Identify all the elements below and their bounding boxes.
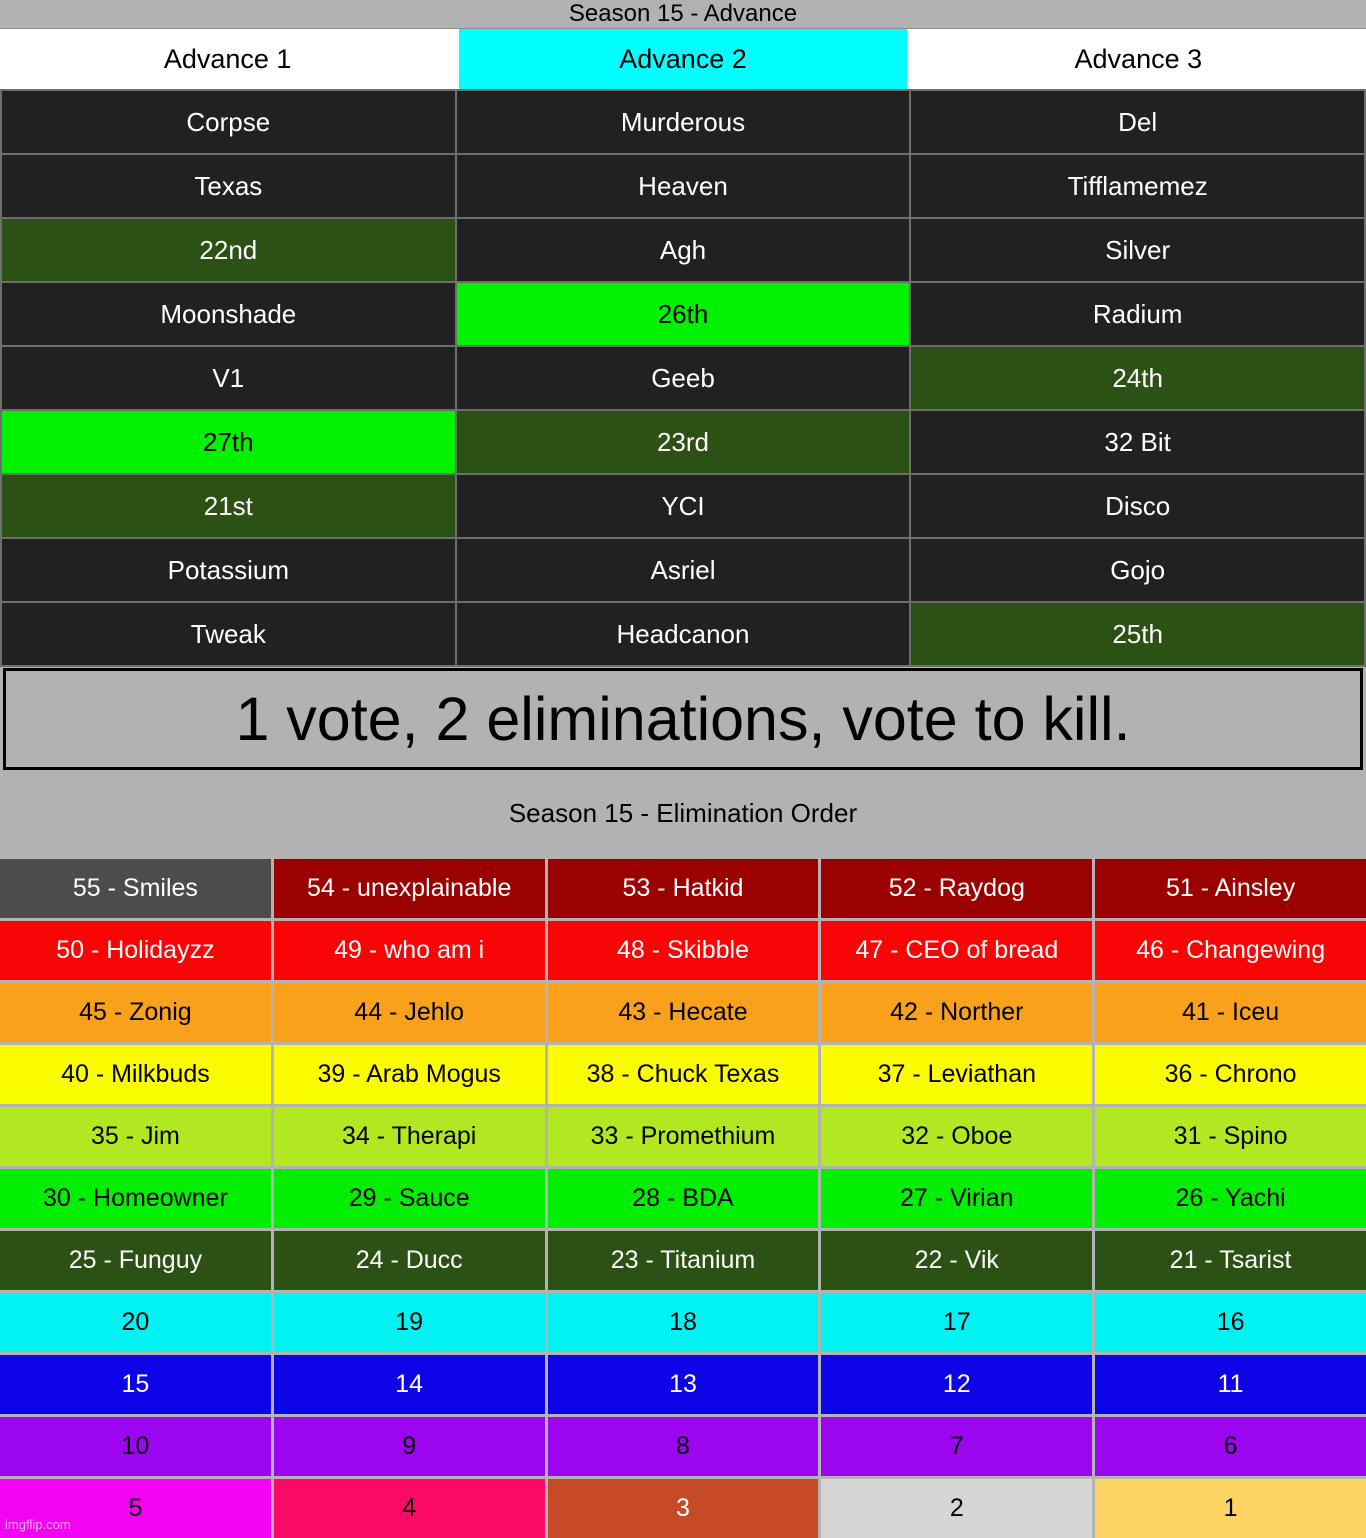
advance-cell: Texas xyxy=(2,155,455,217)
elimination-cell: 32 - Oboe xyxy=(821,1107,1093,1166)
elimination-cell: 26 - Yachi xyxy=(1095,1169,1366,1228)
elimination-table: 55 - Smiles 54 - unexplainable 53 - Hatkid… xyxy=(0,856,1366,1538)
advance-cell: 25th xyxy=(911,603,1364,665)
advance-header-row: Advance 1 Advance 2 Advance 3 xyxy=(0,28,1366,89)
advance-table: Corpse Murderous Del Texas Heaven Tifflamemez… xyxy=(0,89,1366,667)
elimination-cell: 22 - Vik xyxy=(821,1231,1093,1290)
advance-cell: Heaven xyxy=(456,155,910,217)
advance-cell: Asriel xyxy=(456,539,910,601)
elimination-cell: 55 - Smiles xyxy=(0,859,271,918)
elimination-cell: 49 - who am i xyxy=(273,921,545,980)
advance-cell: Silver xyxy=(911,219,1364,281)
advance-cell: 21st xyxy=(2,475,455,537)
advance-cell: 26th xyxy=(456,283,910,345)
elimination-cell: 16 xyxy=(1095,1293,1366,1352)
elimination-cell: 5 xyxy=(0,1479,271,1538)
elimination-cell: 42 - Norther xyxy=(821,983,1093,1042)
elimination-cell: 25 - Funguy xyxy=(0,1231,271,1290)
elimination-cell: 14 xyxy=(273,1355,545,1414)
rules-banner: 1 vote, 2 eliminations, vote to kill. xyxy=(3,668,1363,770)
advance-cell: Moonshade xyxy=(2,283,455,345)
advance-cell: V1 xyxy=(2,347,455,409)
elimination-cell: 4 xyxy=(273,1479,545,1538)
advance-cell: Tweak xyxy=(2,603,455,665)
advance-cell: Potassium xyxy=(2,539,455,601)
advance-cell: Agh xyxy=(456,219,910,281)
elimination-cell: 53 - Hatkid xyxy=(547,859,819,918)
advance-cell: 27th xyxy=(2,411,455,473)
elimination-table-title: Season 15 - Elimination Order xyxy=(508,797,858,828)
elimination-cell: 35 - Jim xyxy=(0,1107,271,1166)
elimination-cell: 41 - Iceu xyxy=(1095,983,1366,1042)
elimination-cell: 9 xyxy=(273,1417,545,1476)
elimination-cell: 3 xyxy=(547,1479,819,1538)
elimination-cell: 34 - Therapi xyxy=(273,1107,545,1166)
advance-cell: 24th xyxy=(911,347,1364,409)
elimination-cell: 24 - Ducc xyxy=(273,1231,545,1290)
elimination-cell: 46 - Changewing xyxy=(1095,921,1366,980)
advance-cell: Corpse xyxy=(2,91,455,153)
advance-cell: Headcanon xyxy=(456,603,910,665)
elimination-cell: 44 - Jehlo xyxy=(273,983,545,1042)
elimination-cell: 21 - Tsarist xyxy=(1095,1231,1366,1290)
elimination-cell: 31 - Spino xyxy=(1095,1107,1366,1166)
elimination-cell: 48 - Skibble xyxy=(547,921,819,980)
advance-cell: Gojo xyxy=(911,539,1364,601)
advance-cell: Tifflamemez xyxy=(911,155,1364,217)
elimination-cell: 2 xyxy=(821,1479,1093,1538)
elimination-cell: 39 - Arab Mogus xyxy=(273,1045,545,1104)
elimination-cell: 15 xyxy=(0,1355,271,1414)
advance-header-cell: Advance 2 xyxy=(459,29,907,89)
advance-cell: Disco xyxy=(911,475,1364,537)
elimination-cell: 37 - Leviathan xyxy=(821,1045,1093,1104)
elimination-cell: 52 - Raydog xyxy=(821,859,1093,918)
elimination-cell: 29 - Sauce xyxy=(273,1169,545,1228)
elimination-cell: 13 xyxy=(547,1355,819,1414)
elimination-cell: 19 xyxy=(273,1293,545,1352)
elimination-cell: 38 - Chuck Texas xyxy=(547,1045,819,1104)
advance-header-cell: Advance 1 xyxy=(0,29,456,89)
advance-cell: Radium xyxy=(911,283,1364,345)
advance-cell: Murderous xyxy=(456,91,910,153)
elimination-cell: 6 xyxy=(1095,1417,1366,1476)
elimination-cell: 40 - Milkbuds xyxy=(0,1045,271,1104)
elimination-cell: 1 xyxy=(1095,1479,1366,1538)
elimination-cell: 11 xyxy=(1095,1355,1366,1414)
elimination-cell: 12 xyxy=(821,1355,1093,1414)
advance-header-cell: Advance 3 xyxy=(910,29,1366,89)
advance-cell: YCI xyxy=(456,475,910,537)
advance-cell: Del xyxy=(911,91,1364,153)
elimination-cell: 28 - BDA xyxy=(547,1169,819,1228)
elimination-cell: 8 xyxy=(547,1417,819,1476)
advance-cell: 22nd xyxy=(2,219,455,281)
elimination-cell: 27 - Virian xyxy=(821,1169,1093,1228)
advance-cell: 32 Bit xyxy=(911,411,1364,473)
elimination-cell: 45 - Zonig xyxy=(0,983,271,1042)
elimination-cell: 7 xyxy=(821,1417,1093,1476)
watermark: imgflip.com xyxy=(5,1517,71,1532)
elimination-cell: 20 xyxy=(0,1293,271,1352)
advance-cell: 23rd xyxy=(456,411,910,473)
elimination-cell: 47 - CEO of bread xyxy=(821,921,1093,980)
elimination-cell: 43 - Hecate xyxy=(547,983,819,1042)
advance-cell: Geeb xyxy=(456,347,910,409)
elimination-cell: 17 xyxy=(821,1293,1093,1352)
elimination-cell: 54 - unexplainable xyxy=(273,859,545,918)
elimination-cell: 10 xyxy=(0,1417,271,1476)
elimination-cell: 18 xyxy=(547,1293,819,1352)
advance-table-title: Season 15 - Advance xyxy=(568,0,798,27)
elimination-cell: 23 - Titanium xyxy=(547,1231,819,1290)
elimination-cell: 51 - Ainsley xyxy=(1095,859,1366,918)
elimination-cell: 30 - Homeowner xyxy=(0,1169,271,1228)
elimination-cell: 50 - Holidayzz xyxy=(0,921,271,980)
elimination-cell: 33 - Promethium xyxy=(547,1107,819,1166)
elimination-cell: 36 - Chrono xyxy=(1095,1045,1366,1104)
